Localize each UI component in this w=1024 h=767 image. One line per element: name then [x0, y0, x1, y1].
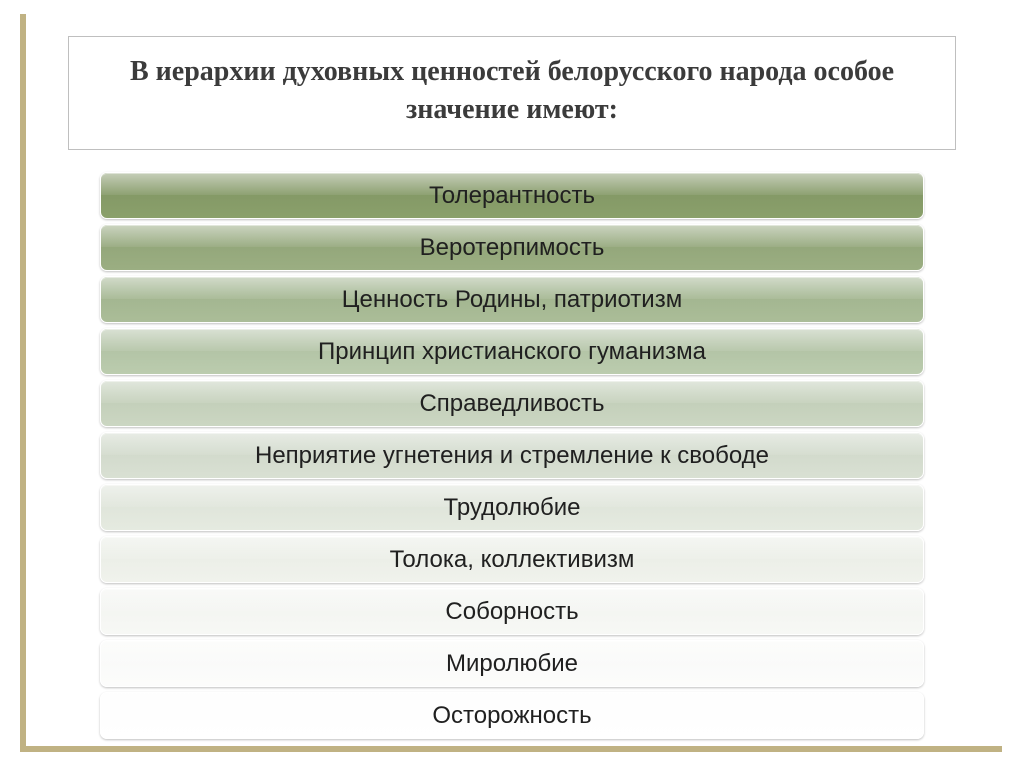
slide-frame-bottom	[20, 746, 1002, 752]
page-title: В иерархии духовных ценностей белорусско…	[89, 53, 935, 129]
list-item: Ценность Родины, патриотизм	[100, 276, 924, 323]
list-item: Справедливость	[100, 380, 924, 427]
list-item: Толерантность	[100, 172, 924, 219]
list-item: Соборность	[100, 588, 924, 635]
list-item: Трудолюбие	[100, 484, 924, 531]
list-item: Толока, коллективизм	[100, 536, 924, 583]
list-item-label: Справедливость	[419, 390, 604, 418]
list-item-label: Принцип христианского гуманизма	[318, 338, 706, 366]
list-item-label: Толока, коллективизм	[390, 546, 635, 574]
list-item-label: Миролюбие	[446, 650, 578, 678]
list-item: Миролюбие	[100, 640, 924, 687]
list-item: Веротерпимость	[100, 224, 924, 271]
list-item: Осторожность	[100, 692, 924, 739]
list-item: Принцип христианского гуманизма	[100, 328, 924, 375]
list-item-label: Ценность Родины, патриотизм	[342, 286, 682, 314]
list-item-label: Неприятие угнетения и стремление к свобо…	[255, 442, 769, 470]
list-item-label: Веротерпимость	[420, 234, 605, 262]
list-item-label: Осторожность	[432, 702, 591, 730]
list-item: Неприятие угнетения и стремление к свобо…	[100, 432, 924, 479]
title-box: В иерархии духовных ценностей белорусско…	[68, 36, 956, 150]
values-hierarchy-list: Толерантность Веротерпимость Ценность Роди…	[100, 172, 924, 744]
list-item-label: Соборность	[445, 598, 578, 626]
list-item-label: Трудолюбие	[444, 494, 581, 522]
list-item-label: Толерантность	[429, 182, 595, 210]
slide-frame-left	[20, 14, 26, 752]
